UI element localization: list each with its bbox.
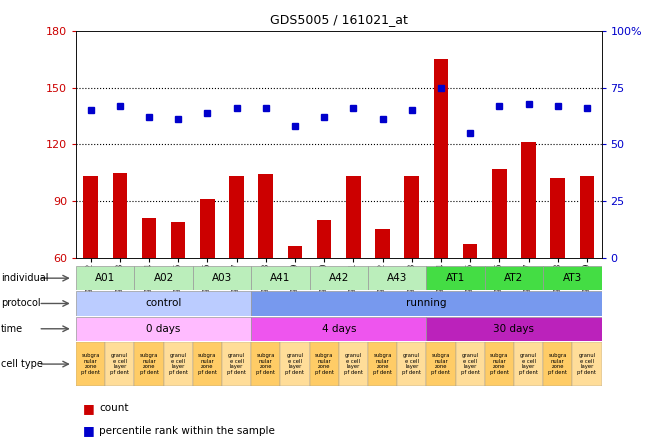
Bar [76,317,251,341]
Bar [112,173,127,258]
Bar [251,266,309,290]
Bar [485,266,543,290]
Bar [164,342,193,386]
Bar [338,342,368,386]
Text: subgra
nular
zone
pf dent: subgra nular zone pf dent [139,353,159,375]
Text: granul
e cell
layer
pf dent: granul e cell layer pf dent [403,353,421,375]
Bar [397,342,426,386]
Bar [76,291,251,316]
Bar [434,59,448,258]
Text: count: count [99,404,129,413]
Text: 30 days: 30 days [493,324,535,334]
Bar [200,199,215,258]
Bar [76,342,105,386]
Text: running: running [406,298,447,309]
Bar [543,266,602,290]
Bar [309,266,368,290]
Bar [426,317,602,341]
Text: subgra
nular
zone
pf dent: subgra nular zone pf dent [490,353,509,375]
Text: AT3: AT3 [563,273,582,283]
Bar [463,244,477,258]
Bar [551,178,565,258]
Text: A01: A01 [95,273,115,283]
Bar [134,342,164,386]
Text: subgra
nular
zone
pf dent: subgra nular zone pf dent [256,353,275,375]
Text: granul
e cell
layer
pf dent: granul e cell layer pf dent [344,353,363,375]
Text: granul
e cell
layer
pf dent: granul e cell layer pf dent [578,353,596,375]
Text: percentile rank within the sample: percentile rank within the sample [99,426,275,436]
Bar [405,176,419,258]
Text: ■: ■ [83,424,95,437]
Bar [572,342,602,386]
Text: A03: A03 [212,273,232,283]
Text: 4 days: 4 days [321,324,356,334]
Text: individual: individual [1,273,48,283]
Bar [368,266,426,290]
Bar [492,169,506,258]
Bar [251,342,280,386]
Text: subgra
nular
zone
pf dent: subgra nular zone pf dent [198,353,217,375]
Text: subgra
nular
zone
pf dent: subgra nular zone pf dent [548,353,567,375]
Bar [346,176,361,258]
Text: granul
e cell
layer
pf dent: granul e cell layer pf dent [461,353,480,375]
Text: A02: A02 [153,273,174,283]
Bar [426,342,455,386]
Bar [368,342,397,386]
Bar [193,342,222,386]
Text: A42: A42 [329,273,349,283]
Bar [105,342,134,386]
Bar [141,218,156,258]
Text: granul
e cell
layer
pf dent: granul e cell layer pf dent [286,353,305,375]
Text: subgra
nular
zone
pf dent: subgra nular zone pf dent [315,353,334,375]
Text: subgra
nular
zone
pf dent: subgra nular zone pf dent [432,353,450,375]
Text: AT1: AT1 [446,273,465,283]
Text: 0 days: 0 days [146,324,181,334]
Bar [375,229,390,258]
Bar [134,266,193,290]
Bar [543,342,572,386]
Text: protocol: protocol [1,298,40,309]
Bar [455,342,485,386]
Bar [426,266,485,290]
Bar [258,174,273,258]
Bar [280,342,309,386]
Text: granul
e cell
layer
pf dent: granul e cell layer pf dent [227,353,246,375]
Text: ■: ■ [83,402,95,415]
Bar [522,143,536,258]
Bar [229,176,244,258]
Text: A41: A41 [270,273,291,283]
Text: granul
e cell
layer
pf dent: granul e cell layer pf dent [169,353,188,375]
Bar [514,342,543,386]
Bar [288,246,302,258]
Text: A43: A43 [387,273,407,283]
Bar [251,317,426,341]
Bar [485,342,514,386]
Text: control: control [145,298,182,309]
Text: subgra
nular
zone
pf dent: subgra nular zone pf dent [373,353,392,375]
Bar [317,220,331,258]
Bar [222,342,251,386]
Bar [251,291,602,316]
Text: cell type: cell type [1,359,42,369]
Text: GDS5005 / 161021_at: GDS5005 / 161021_at [270,13,408,26]
Text: granul
e cell
layer
pf dent: granul e cell layer pf dent [110,353,130,375]
Bar [83,176,98,258]
Bar [193,266,251,290]
Bar [76,266,134,290]
Bar [580,176,594,258]
Bar [309,342,338,386]
Text: subgra
nular
zone
pf dent: subgra nular zone pf dent [81,353,100,375]
Text: time: time [1,324,22,334]
Text: granul
e cell
layer
pf dent: granul e cell layer pf dent [519,353,538,375]
Text: AT2: AT2 [504,273,524,283]
Bar [171,222,186,258]
